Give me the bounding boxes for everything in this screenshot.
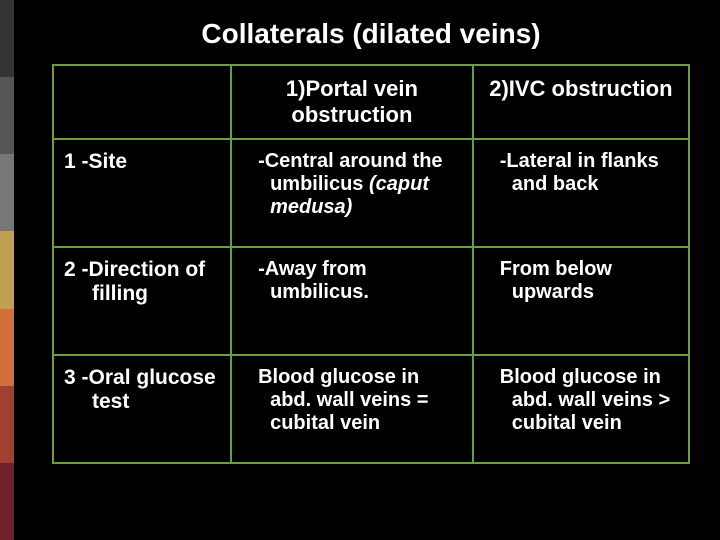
cell-site-portal: -Central around the umbilicus (caput med… [231, 139, 473, 247]
table-header-row: 1)Portal vein obstruction 2)IVC obstruct… [53, 65, 689, 139]
accent-seg [0, 0, 14, 77]
table-row: 3 -Oral glucose test Blood glucose in ab… [53, 355, 689, 463]
header-ivc: 2)IVC obstruction [473, 65, 689, 139]
cell-site-ivc: -Lateral in flanks and back [473, 139, 689, 247]
accent-seg [0, 386, 14, 463]
table-row: 2 -Direction of filling -Away from umbil… [53, 247, 689, 355]
comparison-table: 1)Portal vein obstruction 2)IVC obstruct… [52, 64, 690, 464]
accent-seg [0, 309, 14, 386]
accent-seg [0, 154, 14, 231]
cell-glucose-portal: Blood glucose in abd. wall veins = cubit… [231, 355, 473, 463]
header-blank [53, 65, 231, 139]
accent-seg [0, 77, 14, 154]
slide-body: Collaterals (dilated veins) 1)Portal vei… [14, 0, 720, 540]
cell-direction-portal: -Away from umbilicus. [231, 247, 473, 355]
table-row: 1 -Site -Central around the umbilicus (c… [53, 139, 689, 247]
cell-glucose-ivc: Blood glucose in abd. wall veins > cubit… [473, 355, 689, 463]
slide-title: Collaterals (dilated veins) [52, 18, 690, 50]
row-label-site: 1 -Site [53, 139, 231, 247]
header-portal: 1)Portal vein obstruction [231, 65, 473, 139]
left-accent-bar [0, 0, 14, 540]
accent-seg [0, 231, 14, 308]
row-label-direction: 2 -Direction of filling [53, 247, 231, 355]
row-label-glucose: 3 -Oral glucose test [53, 355, 231, 463]
cell-direction-ivc: From below upwards [473, 247, 689, 355]
accent-seg [0, 463, 14, 540]
